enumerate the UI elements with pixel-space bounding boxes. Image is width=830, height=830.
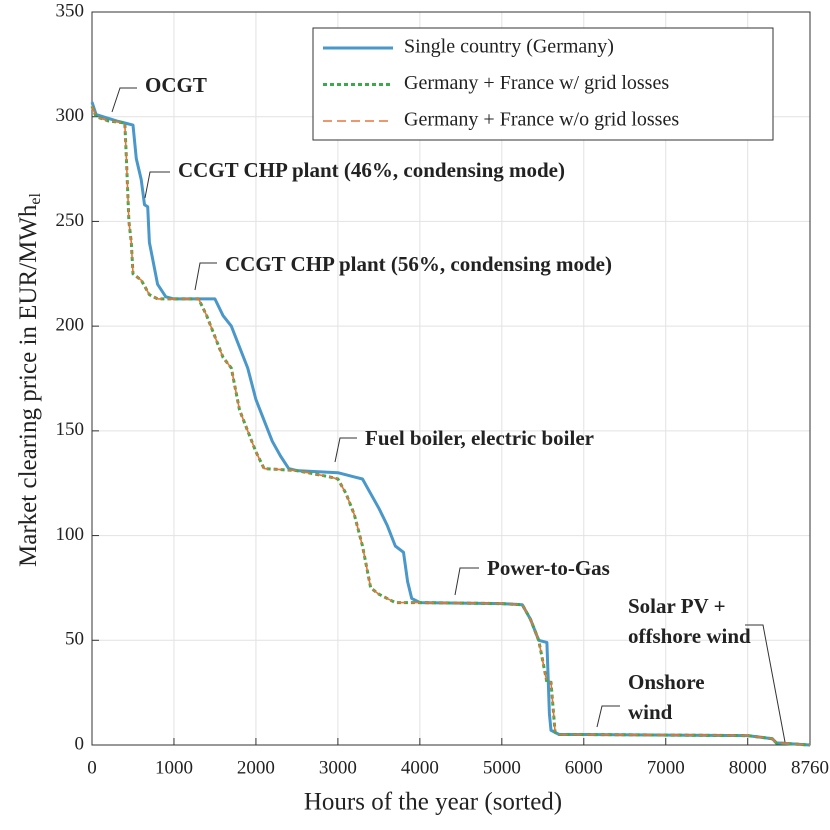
annotation-leader — [334, 437, 357, 463]
x-tick-label: 4000 — [401, 757, 439, 778]
annotation: offshore wind — [628, 624, 751, 648]
x-tick-label: 0 — [87, 757, 97, 778]
y-tick-label: 250 — [56, 210, 85, 231]
annotation: Onshore — [628, 670, 705, 694]
x-tick-label: 8000 — [729, 757, 767, 778]
y-tick-label: 200 — [56, 315, 85, 336]
annotation: Power-to-Gas — [487, 556, 610, 580]
y-tick-label: 50 — [65, 629, 84, 650]
x-tick-label: 7000 — [647, 757, 685, 778]
annotation-leader — [111, 87, 137, 113]
legend-label: Germany + France w/ grid losses — [404, 72, 669, 94]
x-tick-label: 3000 — [319, 757, 357, 778]
x-tick-label: 2000 — [237, 757, 275, 778]
annotation-leader — [745, 624, 786, 743]
annotation-leader — [194, 262, 217, 291]
y-tick-label: 300 — [56, 105, 85, 126]
x-tick-label: 6000 — [565, 757, 603, 778]
annotation-leader — [596, 705, 620, 728]
y-tick-label: 0 — [75, 733, 85, 754]
y-tick-label: 100 — [56, 524, 85, 545]
annotation: CCGT CHP plant (46%, condensing mode) — [178, 158, 565, 182]
annotation: CCGT CHP plant (56%, condensing mode) — [225, 252, 612, 276]
y-axis-label-text: Market clearing price in EUR/MWh — [15, 204, 42, 567]
y-axis-label-subscript: el — [27, 192, 44, 204]
x-tick-label: 8760 — [791, 757, 829, 778]
annotation: wind — [628, 700, 673, 724]
x-axis-label: Hours of the year (sorted) — [304, 789, 562, 816]
x-tick-label: 1000 — [155, 757, 193, 778]
series-line — [90, 101, 811, 747]
series-line — [91, 105, 811, 746]
annotation: Solar PV + — [628, 594, 726, 618]
annotation: Fuel boiler, electric boiler — [365, 426, 594, 450]
plot-frame — [91, 11, 811, 746]
annotation-leader — [144, 171, 170, 199]
annotation: OCGT — [145, 73, 207, 97]
legend-label: Single country (Germany) — [404, 36, 614, 58]
y-axis-label: Market clearing price in EUR/MWhel — [15, 192, 44, 566]
legend-label: Germany + France w/o grid losses — [404, 109, 679, 131]
annotation-leader — [454, 567, 479, 596]
y-tick-label: 350 — [56, 0, 85, 21]
y-tick-label: 150 — [56, 419, 85, 440]
x-tick-label: 5000 — [483, 757, 521, 778]
